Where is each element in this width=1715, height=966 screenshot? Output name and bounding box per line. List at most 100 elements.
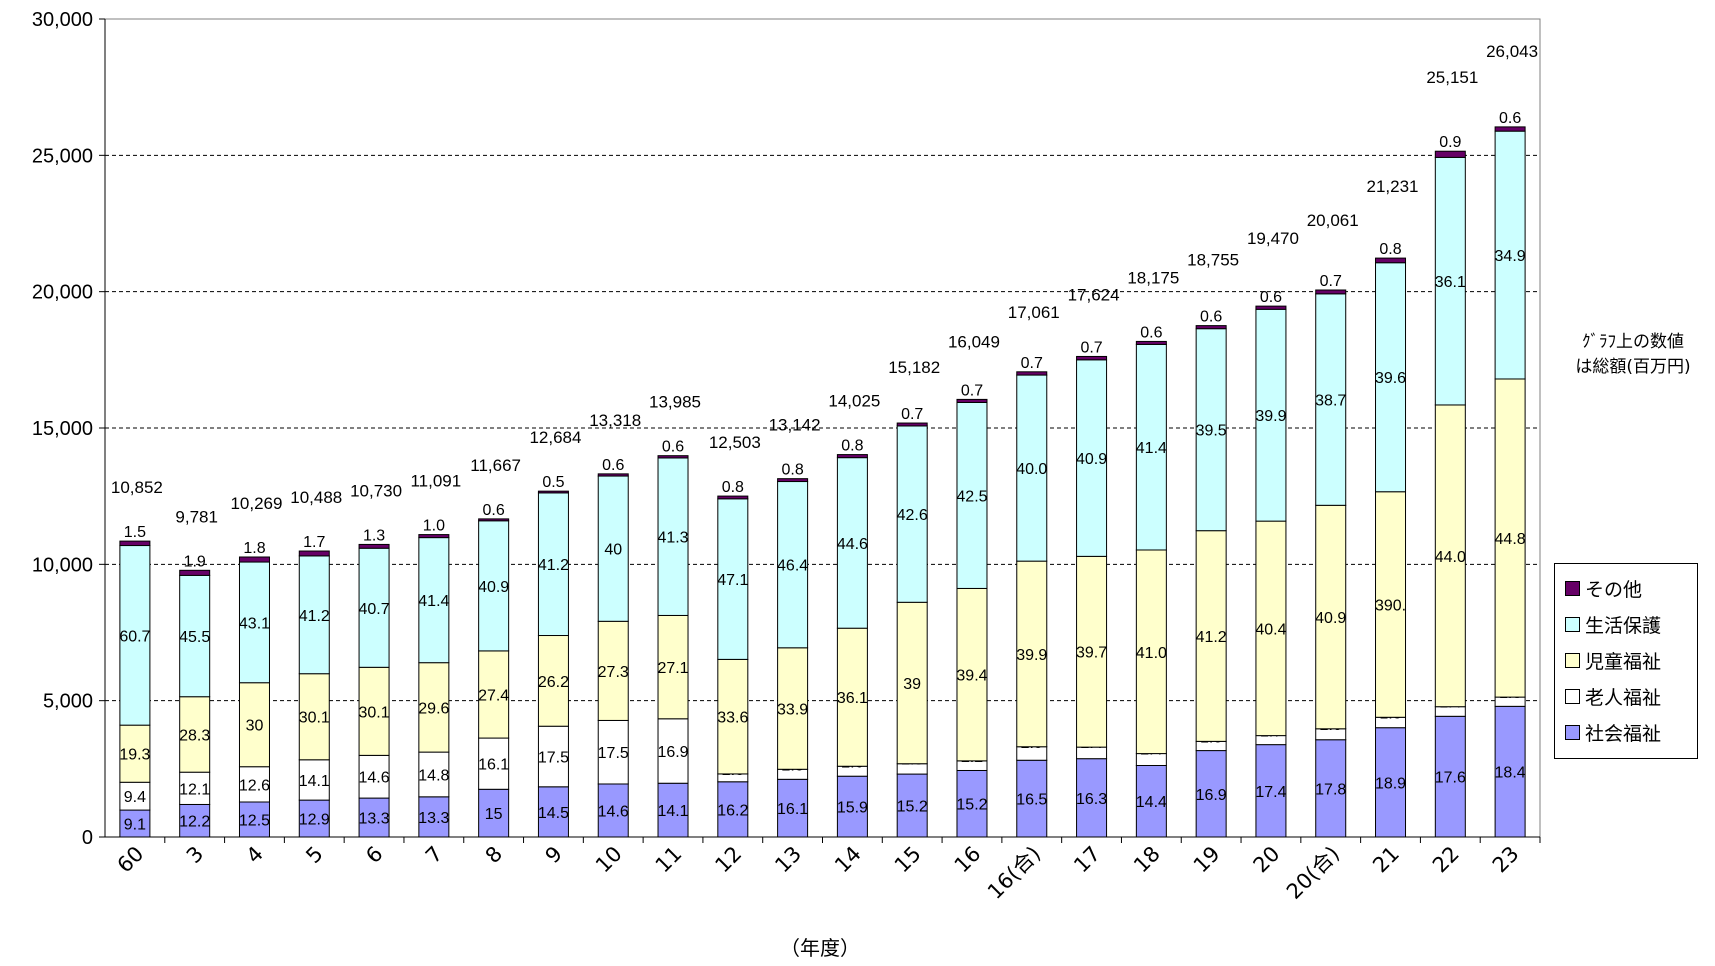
legend-item-child: 児童福祉 <box>1555 642 1697 678</box>
data-label-other: 0.7 <box>961 382 983 399</box>
y-tick-label: 25,000 <box>32 145 93 167</box>
total-label: 17,624 <box>1068 285 1120 304</box>
bar-segment-livelihood <box>657 457 689 616</box>
data-label-child: 39.4 <box>956 668 987 685</box>
data-label-livelihood: 39.5 <box>1196 423 1227 440</box>
bar-segment-other <box>896 422 928 427</box>
data-label-child: 19.3 <box>119 747 150 764</box>
bar-segment-elderly <box>418 751 450 798</box>
data-label-livelihood: 40.9 <box>1076 451 1107 468</box>
data-label-other: 0.5 <box>542 474 564 491</box>
data-label-social: 9.1 <box>124 817 146 834</box>
data-label-child: 33.9 <box>777 702 808 719</box>
x-tick-label: 3 <box>182 842 208 868</box>
data-label-elderly: 12.1 <box>179 781 210 798</box>
data-label-livelihood: 38.7 <box>1315 393 1346 410</box>
bar-segment-other <box>777 478 809 483</box>
bar-segment-other <box>298 550 330 557</box>
bar-segment-child <box>1375 491 1407 718</box>
bar-segment-social <box>1434 715 1466 838</box>
legend-label-social: 社会福祉 <box>1585 722 1662 745</box>
data-label-social: 17.8 <box>1315 781 1346 798</box>
data-label-social: 12.5 <box>239 812 270 829</box>
total-label: 10,269 <box>230 494 282 513</box>
x-tick-label: 23 <box>1488 842 1524 878</box>
bar-segment-social <box>537 786 569 838</box>
bar-segment-child <box>238 682 270 768</box>
bar-segment-livelihood <box>1255 308 1287 522</box>
data-label-elderly: 14.8 <box>418 767 449 784</box>
legend-label-child: 児童福祉 <box>1585 650 1662 673</box>
bar-segment-other <box>657 455 689 459</box>
total-label: 15,182 <box>888 358 940 377</box>
bar-segment-other <box>956 398 988 403</box>
total-label: 20,061 <box>1307 211 1359 230</box>
data-label-elderly: 14.6 <box>358 770 389 787</box>
data-label-other: 0.8 <box>722 479 744 496</box>
x-tick-label: 22 <box>1428 842 1464 878</box>
legend-item-other: その他 <box>1555 570 1697 606</box>
data-label-child: 39.9 <box>1016 647 1047 664</box>
data-label-livelihood: 47.1 <box>717 572 748 589</box>
bar-segment-other <box>1016 371 1048 376</box>
data-label-livelihood: 43.1 <box>239 615 270 632</box>
data-label-social: 13.3 <box>418 810 449 827</box>
legend: その他 生活保護 児童福祉 老人福祉 社会福祉 <box>1554 563 1698 759</box>
data-label-social: 15.2 <box>897 799 928 816</box>
bar-segment-social <box>1135 764 1167 838</box>
bar-segment-child <box>777 647 809 770</box>
x-tick-label: 10 <box>591 842 627 878</box>
data-label-other: 1.8 <box>243 540 265 557</box>
x-tick-label: 19 <box>1189 842 1225 878</box>
y-tick-label: 20,000 <box>32 282 93 304</box>
total-label: 10,488 <box>290 488 342 507</box>
total-label: 10,730 <box>350 481 402 500</box>
total-label: 10,852 <box>111 478 163 497</box>
data-label-other: 1.9 <box>184 553 206 570</box>
total-label: 12,684 <box>529 428 581 447</box>
bar-segment-social <box>836 775 868 838</box>
bar-segment-child <box>478 650 510 739</box>
bar-segment-other <box>179 569 211 576</box>
data-label-child: 30.1 <box>358 704 389 721</box>
bar-segment-child <box>896 601 928 765</box>
bar-segment-livelihood <box>717 498 749 660</box>
data-label-other: 0.7 <box>1080 339 1102 356</box>
y-tick-label: 30,000 <box>32 9 93 31</box>
data-label-child: 33.6 <box>717 710 748 727</box>
data-label-livelihood: 42.6 <box>897 507 928 524</box>
data-label-other: 0.6 <box>1260 289 1282 306</box>
bar-segment-social <box>238 801 270 838</box>
bar-segment-elderly <box>597 719 629 785</box>
data-label-other: 0.6 <box>483 502 505 519</box>
bar-segment-social <box>418 796 450 838</box>
y-tick-label: 0 <box>82 827 93 849</box>
data-label-social: 15.2 <box>956 797 987 814</box>
x-tick-label: 18 <box>1129 842 1165 878</box>
bar-segment-social <box>1195 750 1227 838</box>
data-label-child: 39.7 <box>1076 645 1107 662</box>
bar-segment-other <box>358 543 390 549</box>
data-label-child: 29.6 <box>418 700 449 717</box>
bar-segment-child <box>119 724 151 783</box>
data-label-other: 0.7 <box>1021 355 1043 372</box>
total-label: 13,985 <box>649 393 701 412</box>
total-label: 17,061 <box>1008 303 1060 322</box>
data-label-child: 30.1 <box>299 710 330 727</box>
data-label-social: 16.9 <box>1196 787 1227 804</box>
x-tick-label: 9 <box>541 842 567 868</box>
bar-segment-child <box>597 620 629 721</box>
data-label-livelihood: 36.1 <box>1435 274 1466 291</box>
data-label-elderly: 17.5 <box>598 745 629 762</box>
bar-segment-social <box>657 782 689 838</box>
legend-swatch-child <box>1565 652 1580 668</box>
data-label-social: 15.9 <box>837 800 868 817</box>
data-label-child: 27.3 <box>598 664 629 681</box>
bar-segment-livelihood <box>298 555 330 675</box>
bar-segment-child <box>1076 555 1108 748</box>
bar-segment-other <box>1255 305 1287 310</box>
x-tick-label: 15 <box>890 842 926 878</box>
bar-segment-other <box>597 473 629 477</box>
